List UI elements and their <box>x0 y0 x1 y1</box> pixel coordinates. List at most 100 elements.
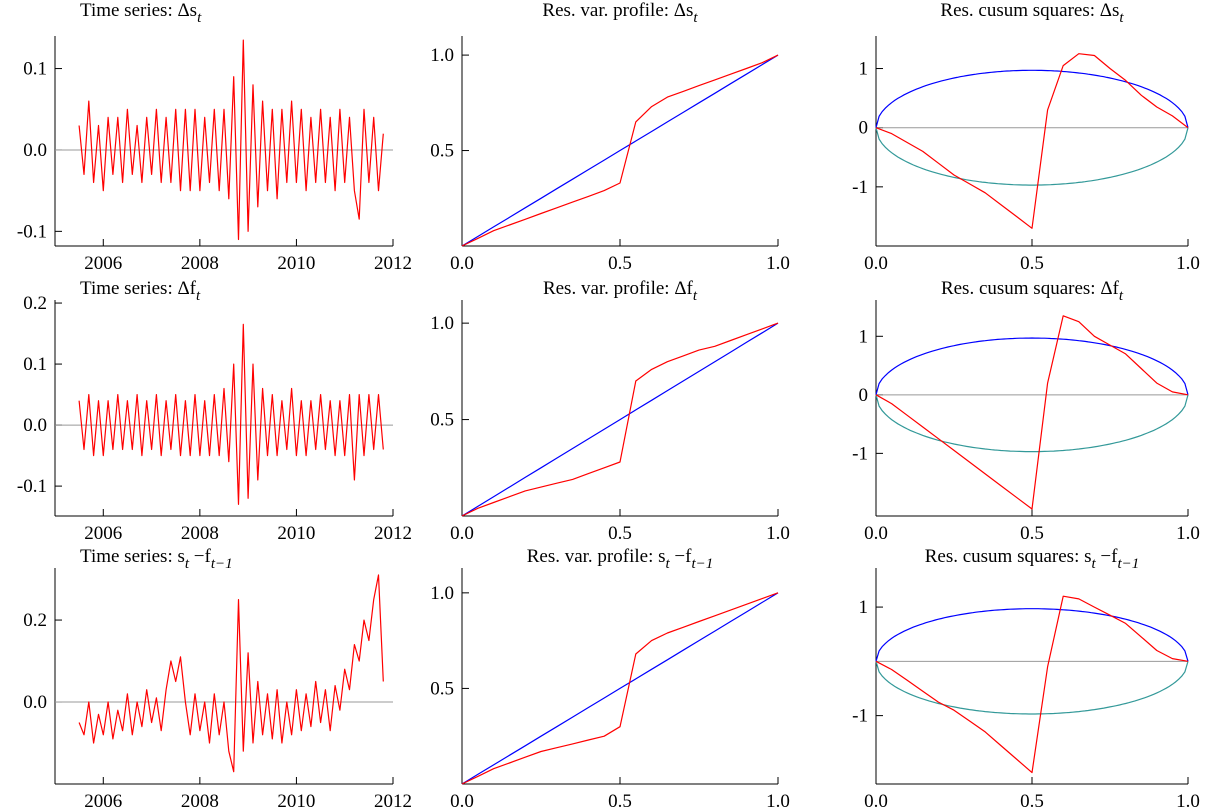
title-text: Res. var. profile: s <box>527 546 666 567</box>
title-subscript: t <box>1119 10 1124 26</box>
y-tick-label: -1 <box>852 443 868 464</box>
series-line <box>461 54 779 247</box>
x-tick-label: 2012 <box>374 523 412 544</box>
x-tick-label: 0.0 <box>864 523 888 544</box>
series-line <box>461 592 779 785</box>
title-text: Time series: Δs <box>80 0 197 21</box>
x-tick-label: 1.0 <box>1176 523 1200 544</box>
x-tick-label: 2012 <box>374 791 412 812</box>
x-tick-label: 1.0 <box>766 253 790 274</box>
title-text: Time series: Δf <box>80 278 197 299</box>
y-tick-label: 1 <box>859 326 869 347</box>
series-line <box>875 315 1189 510</box>
y-tick-label: 0 <box>859 385 869 406</box>
series-line <box>875 53 1189 229</box>
panel: Time series: Δft -0.1 0.0 0.1 0.2 2006 2008 201… <box>17 278 412 544</box>
x-tick-label: 0.0 <box>450 791 474 812</box>
chart-title: Res. var. profile: Δst <box>542 0 698 26</box>
upper-bound <box>875 608 1189 662</box>
y-tick-label: 1 <box>859 597 869 618</box>
chart-title: Res. var. profile: st −ft−1 <box>527 546 714 572</box>
x-tick-label: 0.5 <box>1020 253 1044 274</box>
title-subscript: t−1 <box>211 556 233 572</box>
title-subscript: t−1 <box>1117 556 1139 572</box>
x-tick-label: 2010 <box>277 253 315 274</box>
x-tick-label: 0.5 <box>608 253 632 274</box>
x-tick-label: 0.0 <box>450 523 474 544</box>
panel: Res. cusum squares: Δst -1 0 1 0.0 0.5 1.0 <box>852 0 1200 274</box>
y-tick-label: -0.1 <box>17 476 47 497</box>
lower-bound <box>875 661 1189 715</box>
title-text: Res. var. profile: Δs <box>542 0 693 21</box>
title-subscript: t <box>693 288 698 304</box>
x-tick-label: 1.0 <box>766 791 790 812</box>
panel: Res. var. profile: Δft 0.5 1.0 0.0 0.5 1.0 <box>430 278 790 544</box>
x-tick-label: 2010 <box>277 523 315 544</box>
chart-title: Time series: Δft <box>80 278 201 304</box>
y-tick-label: 1.0 <box>430 313 454 334</box>
title-text: −f <box>189 546 211 567</box>
y-tick-label: 1.0 <box>430 45 454 66</box>
series-line <box>461 322 779 517</box>
chart-title: Time series: st −ft−1 <box>80 546 233 572</box>
title-subscript: t <box>666 556 671 572</box>
y-tick-label: 0 <box>859 118 869 139</box>
chart-title: Res. var. profile: Δft <box>543 278 698 304</box>
title-text: Res. cusum squares: Δf <box>941 278 1120 299</box>
chart-title: Time series: Δst <box>80 0 202 26</box>
x-tick-label: 0.5 <box>1020 523 1044 544</box>
y-tick-label: 0.1 <box>23 59 47 80</box>
title-text: Res. cusum squares: Δs <box>940 0 1119 21</box>
series-line <box>78 39 384 241</box>
y-tick-label: 0.0 <box>23 692 47 713</box>
y-tick-label: 0.5 <box>430 141 454 162</box>
y-tick-label: 0.0 <box>23 415 47 436</box>
y-tick-label: 0.1 <box>23 354 47 375</box>
x-tick-label: 0.0 <box>864 791 888 812</box>
panel: Res. var. profile: st −ft−1 0.5 1.0 0.0 0.5 1… <box>430 546 790 812</box>
x-tick-label: 1.0 <box>1176 791 1200 812</box>
y-tick-label: 0.5 <box>430 410 454 431</box>
y-tick-label: 0.0 <box>23 140 47 161</box>
y-tick-label: -1 <box>852 177 868 198</box>
x-tick-label: 0.5 <box>1020 791 1044 812</box>
title-text: Time series: s <box>80 546 185 567</box>
x-tick-label: 1.0 <box>1176 253 1200 274</box>
x-tick-label: 2006 <box>84 253 122 274</box>
panel: Time series: st −ft−1 0.0 0.2 2006 2008 2010 2… <box>23 546 412 812</box>
lower-bound <box>875 394 1189 453</box>
chart-title: Res. cusum squares: Δft <box>941 278 1124 304</box>
y-tick-label: 1 <box>859 59 869 80</box>
series-line <box>461 54 779 247</box>
series-line <box>78 574 384 773</box>
panel: Res. cusum squares: st −ft−1 -1 1 0.0 0.5 1.0 <box>852 546 1200 812</box>
title-subscript: t−1 <box>691 556 713 572</box>
x-tick-label: 2006 <box>84 523 122 544</box>
title-subscript: t <box>1119 288 1124 304</box>
title-subscript: t <box>196 288 201 304</box>
title-text: Res. cusum squares: s <box>925 546 1092 567</box>
y-tick-label: -1 <box>852 706 868 727</box>
x-tick-label: 2008 <box>181 253 219 274</box>
title-subscript: t <box>197 10 202 26</box>
x-tick-label: 2008 <box>181 791 219 812</box>
x-tick-label: 0.0 <box>864 253 888 274</box>
series-line <box>78 323 384 505</box>
panel: Res. cusum squares: Δft -1 0 1 0.0 0.5 1.0 <box>852 278 1200 544</box>
x-tick-label: 0.5 <box>608 523 632 544</box>
x-tick-label: 1.0 <box>766 523 790 544</box>
y-tick-label: 1.0 <box>430 583 454 604</box>
upper-bound <box>875 337 1189 395</box>
x-tick-label: 2008 <box>181 523 219 544</box>
panel: Res. var. profile: Δst 0.5 1.0 0.0 0.5 1.0 <box>430 0 790 274</box>
chart-title: Res. cusum squares: Δst <box>940 0 1124 26</box>
title-text: −f <box>670 546 692 567</box>
x-tick-label: 0.5 <box>608 791 632 812</box>
chart-title: Res. cusum squares: st −ft−1 <box>925 546 1140 572</box>
series-line <box>875 595 1189 774</box>
panel: Time series: Δst -0.1 0.0 0.1 2006 2008 2010 20… <box>17 0 412 274</box>
x-tick-label: 2006 <box>84 791 122 812</box>
title-text: Res. var. profile: Δf <box>543 278 694 299</box>
y-tick-label: 0.2 <box>23 293 47 314</box>
